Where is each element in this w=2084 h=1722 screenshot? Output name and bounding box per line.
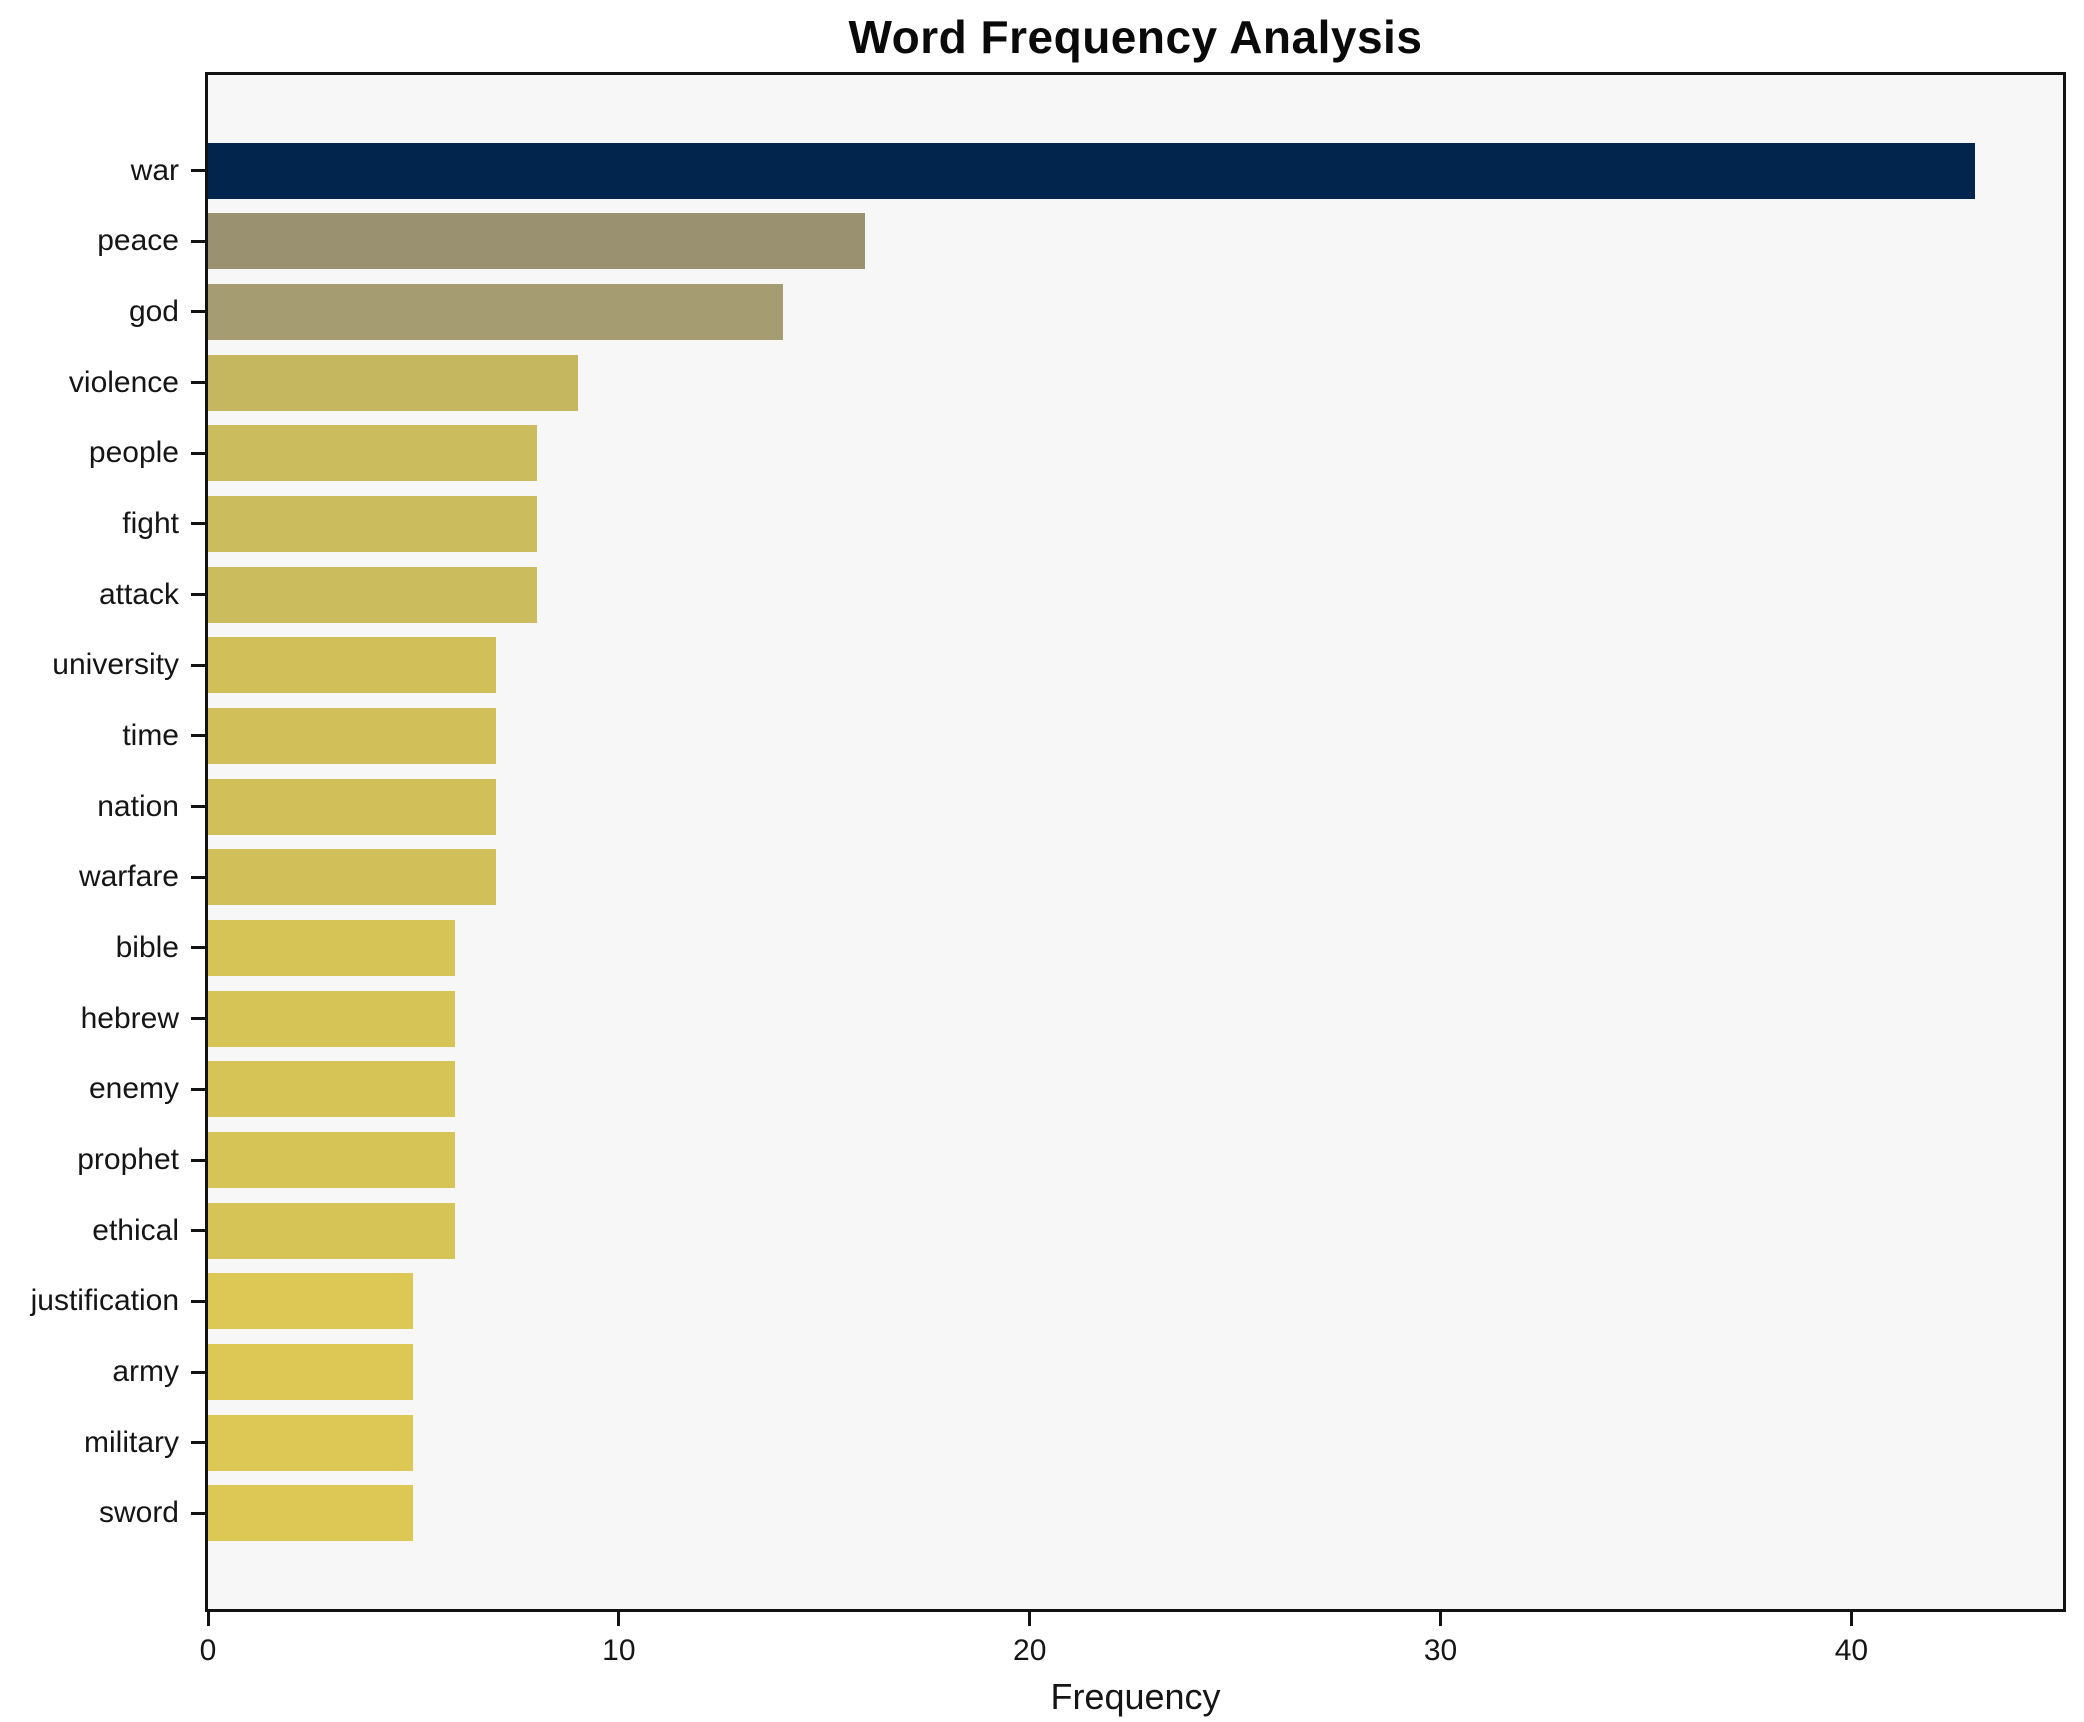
y-tick-label-sword: sword bbox=[98, 1496, 179, 1530]
bar-time bbox=[208, 707, 496, 764]
y-tick-mark bbox=[191, 1370, 205, 1374]
bar-ethical bbox=[208, 1202, 455, 1259]
y-tick-label-war: war bbox=[130, 153, 179, 187]
y-tick-mark bbox=[191, 169, 205, 172]
y-tick-mark bbox=[191, 1299, 205, 1303]
y-tick-label-enemy: enemy bbox=[88, 1072, 179, 1106]
y-tick-mark bbox=[191, 663, 205, 667]
y-tick-mark bbox=[191, 1087, 205, 1091]
y-tick-mark bbox=[191, 946, 205, 950]
y-tick-label-violence: violence bbox=[68, 365, 179, 399]
y-tick-mark bbox=[191, 310, 205, 314]
bar-justification bbox=[208, 1273, 414, 1330]
y-tick-label-military: military bbox=[84, 1425, 179, 1459]
y-tick-mark bbox=[191, 593, 205, 597]
bar-warfare bbox=[208, 849, 496, 906]
y-axis: war peace god violence people fight attack univ… bbox=[0, 72, 205, 1612]
y-tick-mark bbox=[191, 1441, 205, 1445]
bar-people bbox=[208, 425, 537, 482]
bar-army bbox=[208, 1344, 414, 1401]
y-tick-mark bbox=[191, 805, 205, 809]
bar-enemy bbox=[208, 1061, 455, 1118]
x-tick-mark bbox=[617, 1612, 621, 1626]
bar-military bbox=[208, 1414, 414, 1471]
y-tick-label-time: time bbox=[122, 718, 179, 752]
x-tick-mark bbox=[1849, 1612, 1853, 1626]
bar-war bbox=[208, 142, 1975, 199]
y-tick-label-fight: fight bbox=[122, 506, 179, 540]
bar-fight bbox=[208, 495, 537, 552]
y-tick-mark bbox=[191, 1511, 205, 1515]
y-tick-label-warfare: warfare bbox=[78, 860, 179, 894]
x-tick-label-20: 20 bbox=[1013, 1634, 1047, 1667]
y-tick-label-attack: attack bbox=[98, 577, 179, 611]
y-tick-mark bbox=[191, 451, 205, 455]
y-tick-mark bbox=[191, 1017, 205, 1021]
y-tick-mark bbox=[191, 239, 205, 243]
bar-peace bbox=[208, 213, 866, 270]
y-tick-label-army: army bbox=[112, 1355, 179, 1389]
y-tick-label-hebrew: hebrew bbox=[80, 1001, 179, 1035]
y-tick-label-peace: peace bbox=[97, 224, 179, 258]
x-tick-mark bbox=[1439, 1612, 1443, 1626]
bar-prophet bbox=[208, 1132, 455, 1189]
y-tick-label-university: university bbox=[52, 648, 179, 682]
y-tick-label-bible: bible bbox=[115, 930, 179, 964]
y-tick-mark bbox=[191, 1229, 205, 1233]
bar-bible bbox=[208, 919, 455, 976]
bar-hebrew bbox=[208, 990, 455, 1047]
plot-area bbox=[205, 72, 2066, 1612]
x-tick-mark bbox=[206, 1612, 210, 1626]
x-axis-label: Frequency bbox=[1050, 1676, 1221, 1717]
y-tick-mark bbox=[191, 875, 205, 879]
bar-attack bbox=[208, 566, 537, 623]
bar-sword bbox=[208, 1485, 414, 1542]
x-tick-label-0: 0 bbox=[199, 1634, 217, 1667]
x-tick-label-40: 40 bbox=[1834, 1634, 1869, 1667]
y-tick-mark bbox=[191, 1158, 205, 1162]
y-tick-label-god: god bbox=[128, 294, 179, 328]
y-tick-label-ethical: ethical bbox=[92, 1213, 179, 1247]
y-tick-label-justification: justification bbox=[30, 1284, 179, 1318]
y-tick-mark bbox=[191, 381, 205, 385]
y-tick-label-nation: nation bbox=[97, 789, 179, 823]
bar-university bbox=[208, 637, 496, 694]
bars-layer bbox=[208, 75, 2063, 1609]
chart-title: Word Frequency Analysis bbox=[848, 11, 1423, 63]
x-tick-mark bbox=[1028, 1612, 1032, 1626]
bar-nation bbox=[208, 778, 496, 835]
x-tick-label-30: 30 bbox=[1423, 1634, 1458, 1667]
x-tick-label-10: 10 bbox=[602, 1634, 636, 1667]
bar-god bbox=[208, 283, 784, 340]
y-tick-mark bbox=[191, 734, 205, 738]
y-tick-label-people: people bbox=[88, 436, 179, 470]
bar-violence bbox=[208, 354, 578, 411]
y-tick-label-prophet: prophet bbox=[77, 1143, 179, 1177]
y-tick-mark bbox=[191, 522, 205, 526]
